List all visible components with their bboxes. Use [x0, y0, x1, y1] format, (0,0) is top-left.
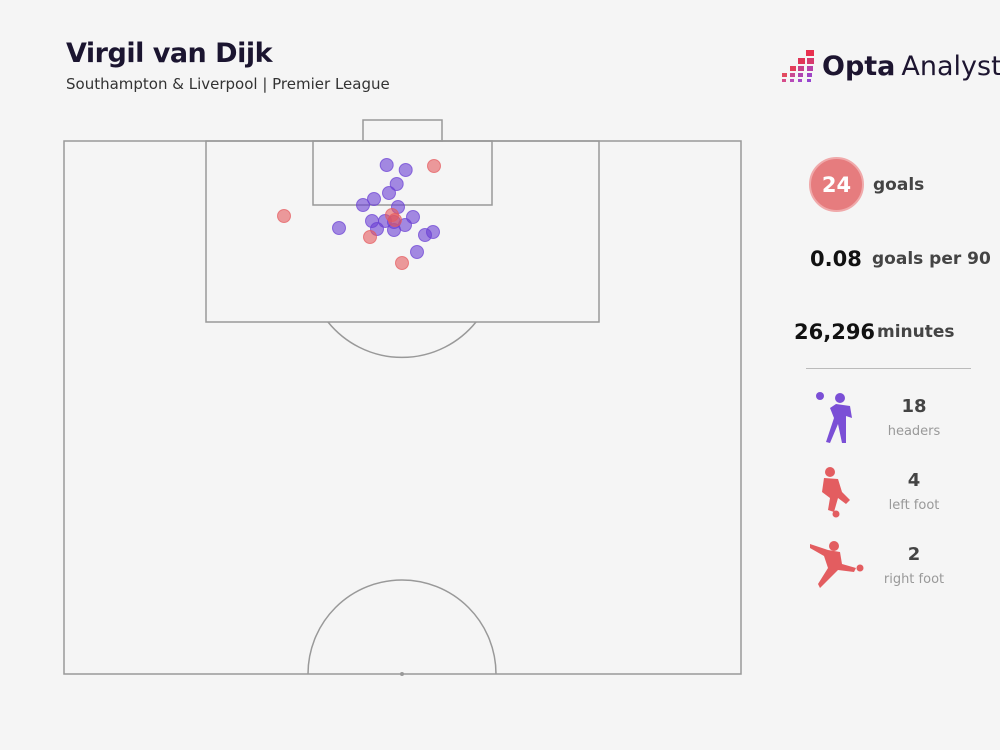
minutes-value: 26,296: [794, 320, 876, 344]
headers-goal-dot: [382, 186, 396, 200]
goals-per-90-label: goals per 90: [872, 249, 991, 269]
foot-goal-dot: [363, 230, 377, 244]
opta-logo-icon: [782, 50, 814, 82]
headers-goal-dot: [426, 225, 440, 239]
logo-analyst-text: Analyst: [901, 50, 1000, 82]
player-name-title: Virgil van Dijk: [66, 38, 273, 69]
headers-goal-dot: [389, 177, 404, 191]
goals-label: goals: [873, 175, 925, 195]
foot-goal-dot: [385, 208, 399, 222]
right-foot-count: 2: [907, 544, 921, 565]
headers-goal-dot: [410, 245, 424, 259]
penalty-arc: [327, 321, 477, 359]
headers-label: headers: [887, 424, 941, 439]
headers-goal-dot: [379, 158, 394, 172]
goals-per-90-value: 0.08: [810, 247, 862, 271]
logo-opta-text: Opta: [822, 50, 896, 82]
left-foot-player-icon: [822, 467, 850, 518]
headers-goal-dot: [356, 198, 370, 212]
minutes-label: minutes: [877, 322, 955, 342]
subtitle: Southampton & Liverpool | Premier League: [66, 75, 390, 93]
divider: [806, 368, 971, 369]
foot-goal-dot: [395, 256, 409, 270]
goal: [362, 119, 443, 142]
goals-count-bubble: 24: [809, 157, 864, 212]
foot-goal-dot: [427, 159, 441, 173]
header-player-icon: [816, 392, 852, 443]
center-spot: [400, 672, 404, 676]
headers-count: 18: [901, 396, 927, 417]
headers-goal-dot: [332, 221, 346, 235]
foot-goal-dot: [277, 209, 291, 223]
center-circle: [307, 579, 497, 675]
left-foot-label: left foot: [888, 498, 940, 513]
headers-goal-dot: [367, 192, 381, 206]
pitch-chart: [63, 119, 742, 676]
headers-goal-dot: [398, 163, 413, 177]
right-foot-label: right foot: [883, 572, 945, 587]
right-foot-player-icon: [810, 541, 864, 588]
opta-analyst-logo: Opta Analyst: [780, 48, 1000, 84]
left-foot-count: 4: [907, 470, 921, 491]
